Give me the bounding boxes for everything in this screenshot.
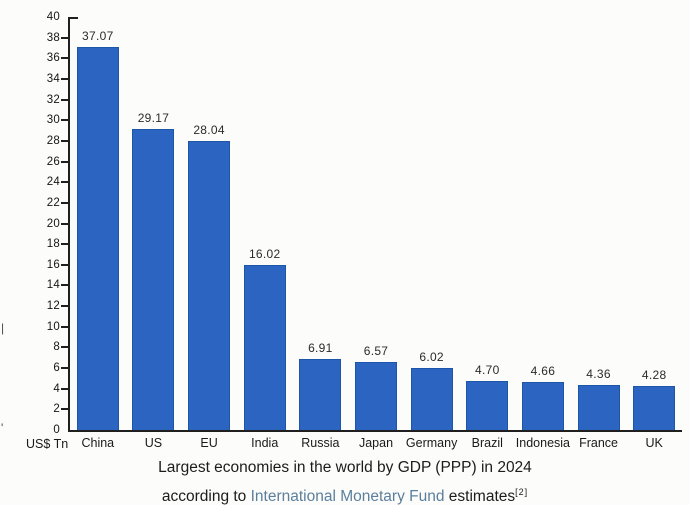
y-tick-label: 32 <box>46 93 60 106</box>
bar-value-label: 28.04 <box>193 122 225 137</box>
y-tick-mark <box>61 77 68 80</box>
edge-artifact-1: | <box>1 321 5 335</box>
y-tick-mark <box>61 139 68 142</box>
y-tick-label: 26 <box>46 155 60 168</box>
y-tick-mark <box>61 367 68 370</box>
y-tick-mark <box>61 201 68 204</box>
y-tick-label: 8 <box>53 341 60 354</box>
caption-footnote-superscript: [2] <box>515 487 529 497</box>
bar-germany <box>410 367 453 430</box>
y-tick-label: 6 <box>53 362 60 375</box>
y-tick-label: 30 <box>46 114 60 127</box>
caption-line2: according to International Monetary Fund… <box>0 480 690 505</box>
bar-value-label: 4.70 <box>474 363 500 378</box>
y-tick-label: 38 <box>46 31 60 44</box>
bar-india <box>243 264 286 430</box>
plot-area: 0 2 4 6 8 10 12 14 16 18 20 22 24 26 28 30 32 34 36 38 40 37.… <box>47 11 682 450</box>
caption-line2-suffix: estimates <box>444 488 516 505</box>
bar-value-label: 6.57 <box>363 344 389 359</box>
y-tick-label: 0 <box>53 424 60 436</box>
bar-value-label: 29.17 <box>137 110 170 125</box>
bar-value-label: 4.28 <box>641 367 667 382</box>
y-tick-label: 28 <box>46 134 60 147</box>
y-axis-top-cap <box>70 17 78 19</box>
caption-line1: Largest economies in the world by GDP (P… <box>158 459 532 476</box>
y-tick-label: 22 <box>46 196 60 209</box>
x-category-label: Indonesia <box>515 436 571 450</box>
bar-eu <box>188 140 231 430</box>
y-tick-mark <box>61 222 68 225</box>
bar-brazil <box>466 381 509 430</box>
bar-value-label: 16.02 <box>248 246 281 261</box>
y-tick-mark <box>61 57 68 60</box>
y-tick-mark <box>61 408 68 411</box>
y-tick-label: 16 <box>46 258 60 271</box>
y-tick-mark <box>61 36 68 39</box>
bar-value-label: 6.02 <box>419 349 444 364</box>
y-tick-label: 24 <box>46 176 60 189</box>
edge-artifact-2: ' <box>1 421 4 435</box>
x-category-label: EU <box>200 436 218 450</box>
y-tick-label: 12 <box>46 300 60 313</box>
y-tick-mark <box>61 181 68 184</box>
x-category-label: UK <box>645 436 663 450</box>
caption-line2-prefix: according to <box>161 488 251 505</box>
y-tick-mark <box>61 160 68 163</box>
y-tick-mark <box>61 387 68 390</box>
imf-link[interactable]: International Monetary Fund <box>250 488 445 505</box>
y-tick-mark <box>61 119 68 122</box>
y-tick-label: 4 <box>53 382 60 395</box>
x-category-label: France <box>579 436 618 450</box>
y-tick-mark <box>61 284 68 287</box>
x-category-label: Brazil <box>471 436 503 450</box>
bar-value-label: 4.66 <box>530 363 556 378</box>
x-category-label: Japan <box>358 436 394 450</box>
x-category-label: China <box>81 436 115 450</box>
bar-uk <box>633 385 676 430</box>
y-tick-label: 34 <box>46 72 60 85</box>
y-tick-label: 10 <box>46 320 60 333</box>
bar-value-label: 6.91 <box>308 340 333 355</box>
bar-france <box>577 384 620 430</box>
y-tick-mark <box>61 305 68 308</box>
x-category-label: Germany <box>405 436 458 450</box>
bar-value-label: 37.07 <box>82 29 114 44</box>
y-tick-mark <box>61 243 68 246</box>
y-tick-label: 14 <box>46 279 60 292</box>
x-category-label: India <box>251 436 279 450</box>
bar-russia <box>299 358 342 430</box>
y-axis-unit-label: US$ Tn <box>26 437 69 451</box>
y-tick-mark <box>61 263 68 266</box>
bar-value-label: 4.36 <box>586 366 611 381</box>
chart-caption: Largest economies in the world by GDP (P… <box>0 456 690 505</box>
y-tick-label: 2 <box>53 403 60 416</box>
bar-us <box>132 128 175 430</box>
y-tick-label: 36 <box>46 52 60 65</box>
y-tick-mark <box>61 346 68 349</box>
bar-japan <box>355 362 397 430</box>
y-tick-label: 20 <box>46 217 60 230</box>
y-tick-mark <box>61 325 68 328</box>
x-category-label: Russia <box>301 436 340 450</box>
y-tick-label: 40 <box>46 11 60 23</box>
x-category-label: US <box>144 436 163 450</box>
bar-china <box>76 47 119 430</box>
bar-indonesia <box>521 381 564 430</box>
y-tick-mark <box>61 98 68 101</box>
y-tick-label: 18 <box>46 238 60 251</box>
